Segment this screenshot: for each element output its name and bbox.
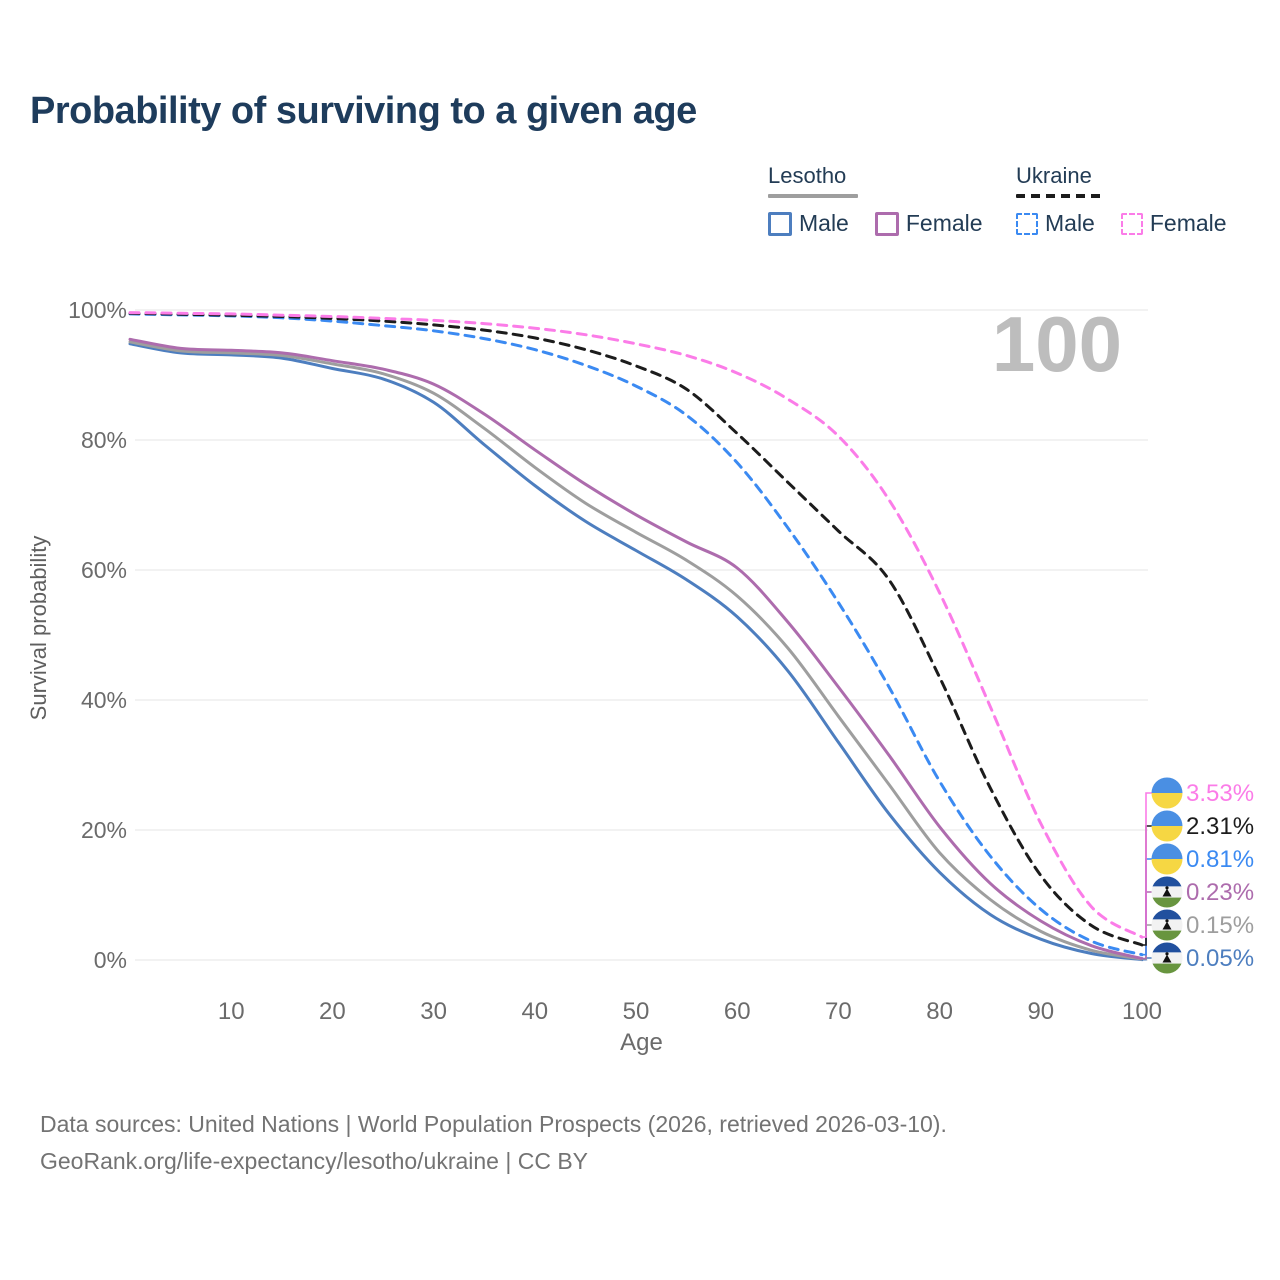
x-tick-label-20: 20: [319, 998, 346, 1025]
flag-ukraine-icon: [1151, 777, 1183, 809]
end-label-ukraine-female: 3.53%: [1186, 780, 1254, 807]
y-tick-label-60: 60%: [81, 557, 127, 583]
page-title: Probability of surviving to a given age: [30, 90, 697, 132]
x-tick-label-80: 80: [926, 998, 953, 1025]
legend-item-label: Male: [799, 210, 849, 236]
flag-ukraine-icon: [1151, 810, 1183, 842]
legend-item-lesotho-female[interactable]: Female: [874, 210, 983, 237]
x-tick-label-70: 70: [825, 998, 852, 1025]
chart-footer: Data sources: United Nations | World Pop…: [40, 1106, 947, 1180]
end-label-lesotho-both-sexes: 0.15%: [1186, 912, 1254, 939]
legend-item-label: Female: [905, 210, 983, 236]
end-label-ukraine-male: 0.81%: [1186, 846, 1254, 873]
legend-swatch-lesotho-female-icon: [874, 211, 899, 236]
legend-group-ukraine: Ukraine Male Female: [1016, 163, 1227, 237]
end-connector-ukraine-male: [1142, 858, 1152, 956]
legend-linestyle-ukraine: [1016, 194, 1106, 198]
x-tick-label-30: 30: [420, 998, 447, 1025]
x-axis-title: Age: [620, 1029, 663, 1056]
legend-item-lesotho-male[interactable]: Male: [768, 210, 849, 237]
curve-ukraine-female[interactable]: [128, 311, 1144, 939]
legend-swatch-ukraine-female-icon: [1120, 212, 1143, 235]
y-tick-label-100: 100%: [68, 297, 127, 323]
y-tick-label-20: 20%: [81, 817, 127, 843]
legend-item-ukraine-female[interactable]: Female: [1120, 210, 1227, 237]
x-tick-label-10: 10: [218, 998, 245, 1025]
legend-swatch-lesotho-male-icon: [768, 211, 792, 236]
flag-lesotho-icon: [1151, 876, 1183, 908]
legend-linestyle-lesotho: [768, 194, 858, 198]
flag-lesotho-icon: [1151, 942, 1183, 974]
curve-lesotho-male[interactable]: [128, 342, 1144, 962]
curve-lesotho-female[interactable]: [128, 337, 1144, 960]
citation-note: GeoRank.org/life-expectancy/lesotho/ukra…: [40, 1148, 589, 1174]
legend-item-label: Male: [1045, 210, 1095, 236]
end-label-lesotho-male: 0.05%: [1186, 945, 1254, 972]
x-tick-label-60: 60: [724, 998, 751, 1025]
x-tick-label-50: 50: [623, 998, 650, 1025]
y-tick-label-80: 80%: [81, 427, 127, 453]
x-tick-label-40: 40: [521, 998, 548, 1025]
end-connector-ukraine-both-sexes: [1142, 825, 1152, 946]
curve-ukraine-both-sexes[interactable]: [128, 311, 1144, 947]
y-axis-title: Survival probability: [26, 536, 51, 721]
age-indicator: 100: [992, 300, 1122, 388]
legend-item-ukraine-male[interactable]: Male: [1016, 210, 1095, 237]
y-tick-label-40: 40%: [81, 687, 127, 713]
legend-country-lesotho[interactable]: Lesotho: [768, 163, 847, 188]
x-tick-label-100: 100: [1122, 998, 1162, 1025]
end-label-lesotho-female: 0.23%: [1186, 879, 1254, 906]
y-tick-label-0: 0%: [94, 947, 127, 973]
curve-ukraine-male[interactable]: [128, 312, 1144, 957]
legend-country-ukraine[interactable]: Ukraine: [1016, 163, 1092, 188]
chart-legend: Lesotho Male Female Ukraine Male: [0, 163, 1280, 243]
end-label-ukraine-both-sexes: 2.31%: [1186, 813, 1254, 840]
legend-item-label: Female: [1149, 210, 1227, 236]
legend-swatch-ukraine-male-icon: [1016, 212, 1038, 235]
flag-lesotho-icon: [1151, 909, 1183, 941]
end-connector-ukraine-female: [1142, 792, 1152, 938]
curve-lesotho-both-sexes[interactable]: [128, 340, 1144, 961]
legend-group-lesotho: Lesotho Male Female: [768, 163, 983, 237]
x-tick-label-90: 90: [1027, 998, 1054, 1025]
data-sources-note: Data sources: United Nations | World Pop…: [40, 1111, 947, 1137]
flag-ukraine-icon: [1151, 843, 1183, 875]
